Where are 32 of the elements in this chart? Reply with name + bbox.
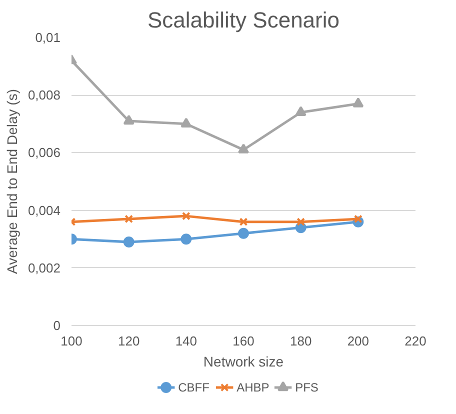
point [296,218,306,226]
legend-label: PFS [295,380,318,394]
y-tick-label: 0,008 [28,88,61,103]
point [295,106,306,116]
chart-title: Scalability Scenario [148,8,340,32]
y-tick-label: 0,006 [28,145,61,160]
y-axis-title: Average End to End Delay (s) [4,89,20,274]
x-tick-label: 180 [290,334,312,348]
legend-label: CBFF [178,380,210,394]
x-axis-title: Network size [203,354,284,370]
point [180,234,192,245]
y-tick-label: 0 [53,318,61,333]
x-tick-label: 160 [232,334,254,348]
y-tick-label: 0,002 [28,260,61,276]
x-tick-label: 200 [347,334,370,348]
x-tick-label: 220 [404,334,426,348]
y-tick-label: 0,004 [28,202,61,218]
point [182,212,190,220]
x-tick-label: 100 [60,334,82,348]
point [239,218,248,226]
point [354,214,362,224]
legend-label: AHBP [236,380,270,394]
x-tick-label: 140 [175,334,198,348]
y-tick-label: 0,01 [35,30,61,45]
point [238,144,249,154]
x-tick-label: 120 [118,334,140,348]
point [124,214,134,224]
point [352,98,364,108]
point [123,236,134,248]
point [123,114,134,125]
point [180,118,192,128]
point [238,228,249,239]
